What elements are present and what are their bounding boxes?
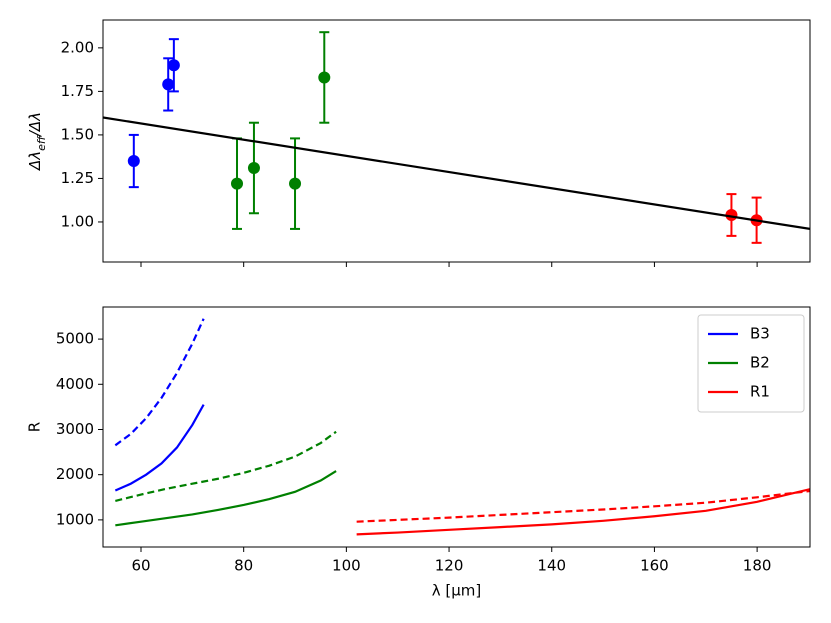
plot-area <box>103 31 810 244</box>
series-line <box>114 404 205 492</box>
y-tick-label: 3000 <box>56 420 94 438</box>
data-point <box>127 155 140 168</box>
y-tick-label: 1.25 <box>61 169 94 187</box>
x-tick-label: 80 <box>234 557 253 575</box>
x-tick-label: 120 <box>435 557 464 575</box>
series-line <box>103 116 810 231</box>
y-tick-label: 2.00 <box>61 38 94 56</box>
y-axis-label: Δλeff/Δλ <box>26 112 48 171</box>
data-point <box>162 78 175 91</box>
series-line <box>115 470 337 527</box>
x-axis-label: λ [μm] <box>432 582 482 600</box>
y-label-part: eff <box>35 135 48 151</box>
x-tick-label: 100 <box>332 557 361 575</box>
y-label-part: /Δλ <box>26 112 44 138</box>
legend-label: B2 <box>750 354 770 372</box>
legend-box <box>697 314 805 413</box>
y-tick-label: 1.50 <box>61 125 94 143</box>
series-line <box>356 488 810 536</box>
x-tick-label: 160 <box>640 557 669 575</box>
x-tick-label: 60 <box>131 557 150 575</box>
y-tick-label: 1.00 <box>61 212 94 230</box>
legend-label: R1 <box>750 383 770 401</box>
data-point <box>289 177 302 190</box>
data-point <box>231 177 244 190</box>
data-point <box>318 71 331 84</box>
y-tick-label: 5000 <box>56 330 94 348</box>
x-tick-label: 140 <box>537 557 566 575</box>
y-tick-label: 1000 <box>56 510 94 528</box>
y-tick-label: 1.75 <box>61 82 94 100</box>
y-tick-label: 2000 <box>56 465 94 483</box>
y-tick-label: 4000 <box>56 375 94 393</box>
y-label-part: Δλ <box>26 151 44 171</box>
series-line <box>115 430 337 502</box>
data-point <box>247 161 260 174</box>
series-line <box>356 489 810 523</box>
legend-label: B3 <box>750 325 770 343</box>
x-tick-label: 180 <box>743 557 772 575</box>
axes-frame <box>102 306 811 548</box>
axes-frame <box>102 19 811 263</box>
plot-area <box>114 318 810 536</box>
y-axis-label: R <box>26 422 44 432</box>
series-line <box>114 318 205 447</box>
data-point <box>167 59 180 72</box>
